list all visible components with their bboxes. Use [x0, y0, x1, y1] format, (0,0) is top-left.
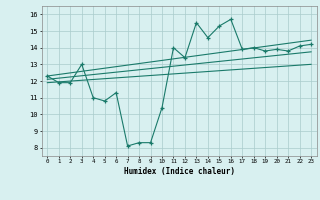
X-axis label: Humidex (Indice chaleur): Humidex (Indice chaleur): [124, 167, 235, 176]
